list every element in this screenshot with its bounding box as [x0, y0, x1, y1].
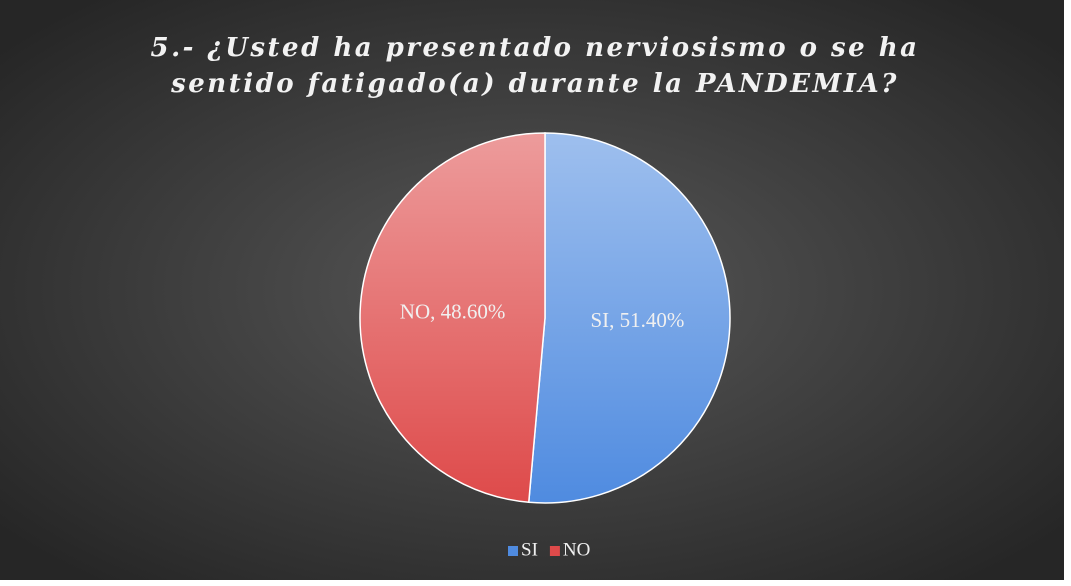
legend-label: SI	[521, 539, 538, 560]
data-label: SI, 51.40%	[590, 308, 684, 332]
legend-swatch	[508, 546, 518, 556]
chart-title: 5.- ¿Usted ha presentado nerviosismo o s…	[150, 33, 920, 99]
legend-label: NO	[563, 539, 590, 560]
data-label: NO, 48.60%	[400, 300, 506, 324]
legend-swatch	[549, 546, 560, 556]
